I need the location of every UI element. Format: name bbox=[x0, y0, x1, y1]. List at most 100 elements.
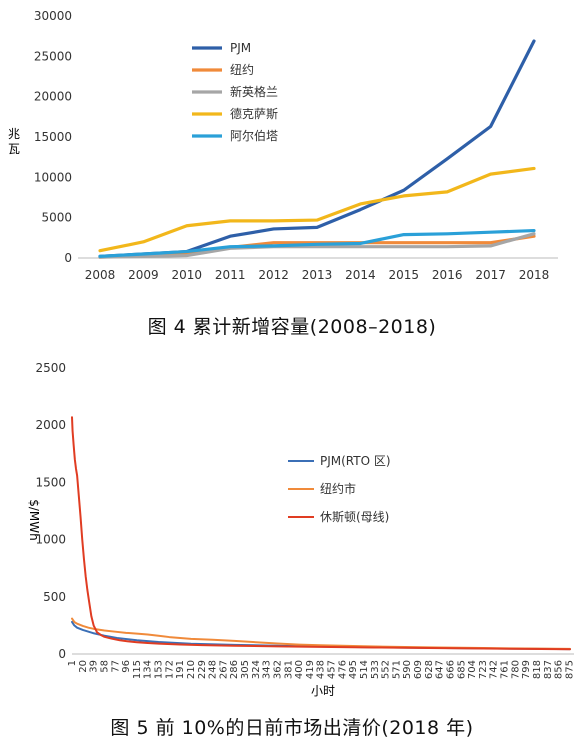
fig5-x-tick-0: 1 bbox=[67, 660, 78, 666]
fig4-y-tick-1: 5000 bbox=[41, 211, 72, 225]
fig5-x-tick-40: 761 bbox=[500, 660, 511, 679]
fig5-x-tick-29: 552 bbox=[381, 660, 392, 679]
fig5-series-line-2 bbox=[71, 416, 571, 651]
fig5-x-tick-46: 875 bbox=[564, 660, 575, 679]
fig5-x-tick-38: 723 bbox=[478, 660, 489, 679]
fig4-series-line-2 bbox=[98, 232, 536, 259]
fig4-series-line-3 bbox=[98, 166, 536, 253]
fig5-x-tick-4: 77 bbox=[110, 660, 121, 673]
fig4-series-line-0 bbox=[98, 39, 536, 258]
fig4-x-tick-6: 2014 bbox=[345, 268, 376, 282]
fig5-y-tick-5: 2500 bbox=[35, 361, 66, 375]
fig4-legend-label-1: 纽约 bbox=[230, 62, 254, 77]
fig4-x-tick-3: 2011 bbox=[215, 268, 246, 282]
fig4-y-tick-6: 30000 bbox=[34, 9, 72, 23]
fig5-x-tick-25: 476 bbox=[337, 660, 348, 679]
fig4-series-group bbox=[98, 39, 536, 259]
fig5-y-tick-0: 0 bbox=[58, 647, 66, 661]
fig5-x-tick-8: 153 bbox=[154, 660, 165, 679]
fig4-x-tick-2: 2010 bbox=[172, 268, 203, 282]
fig5-x-tick-37: 704 bbox=[467, 660, 478, 679]
fig5-y-tick-2: 1000 bbox=[35, 533, 66, 547]
fig5-x-tick-44: 837 bbox=[543, 660, 554, 679]
fig5-x-tick-18: 343 bbox=[262, 660, 273, 679]
fig5-x-tick-22: 419 bbox=[305, 660, 316, 679]
fig5-x-tick-13: 248 bbox=[208, 660, 219, 679]
fig5-y-tick-labels: 0 500 1000 1500 2000 2500 bbox=[35, 361, 66, 661]
fig5-x-tick-43: 818 bbox=[532, 660, 543, 679]
fig4-y-tick-2: 10000 bbox=[34, 170, 72, 184]
fig5-legend-label-2: 休斯顿(母线) bbox=[320, 510, 389, 524]
fig4-x-tick-10: 2018 bbox=[519, 268, 550, 282]
fig5-x-tick-28: 533 bbox=[370, 660, 381, 679]
fig5-x-tick-2: 39 bbox=[89, 660, 100, 673]
fig5-x-tick-17: 324 bbox=[251, 660, 262, 679]
fig5-x-tick-20: 381 bbox=[283, 660, 294, 679]
fig4-y-tick-labels: 0 5000 10000 15000 20000 25000 30000 bbox=[34, 9, 72, 265]
fig4-legend-label-2: 新英格兰 bbox=[230, 84, 278, 99]
fig5-x-tick-6: 115 bbox=[132, 660, 143, 679]
fig5-series-group bbox=[71, 416, 571, 651]
fig5-x-tick-26: 495 bbox=[348, 660, 359, 679]
fig4-y-tick-3: 15000 bbox=[34, 130, 72, 144]
fig5-y-tick-1: 500 bbox=[43, 590, 66, 604]
fig5-x-tick-31: 590 bbox=[402, 660, 413, 679]
fig5-x-tick-36: 685 bbox=[456, 660, 467, 679]
fig5-x-tick-9: 172 bbox=[164, 660, 175, 679]
fig5-x-tick-24: 457 bbox=[327, 660, 338, 679]
fig5-x-tick-21: 400 bbox=[294, 660, 305, 679]
fig5-x-tick-42: 799 bbox=[521, 660, 532, 679]
fig4-ylabel-line2: 瓦 bbox=[8, 142, 20, 156]
fig5-x-tick-10: 191 bbox=[175, 660, 186, 679]
fig5-x-tick-11: 210 bbox=[186, 660, 197, 679]
fig5-legend-label-0: PJM(RTO 区) bbox=[320, 454, 391, 468]
fig5-x-tick-7: 134 bbox=[143, 660, 154, 679]
fig5-x-tick-15: 286 bbox=[229, 660, 240, 679]
fig5-x-tick-35: 666 bbox=[445, 660, 456, 679]
fig5-x-tick-19: 362 bbox=[272, 660, 283, 679]
fig4-y-tick-0: 0 bbox=[64, 251, 72, 265]
fig5-x-tick-3: 58 bbox=[99, 660, 110, 673]
fig4-legend-label-0: PJM bbox=[230, 41, 251, 55]
fig5-x-tick-labels: 1 20 39 58 77 96 115 134 153 172 191 210 229 248 267 28… bbox=[67, 660, 575, 679]
fig5-series-line-1 bbox=[71, 617, 571, 650]
fig5-x-tick-27: 514 bbox=[359, 660, 370, 679]
fig5-x-tick-45: 856 bbox=[554, 660, 565, 679]
fig4-y-tick-4: 20000 bbox=[34, 90, 72, 104]
fig5-x-tick-16: 305 bbox=[240, 660, 251, 679]
fig4-x-tick-4: 2012 bbox=[258, 268, 289, 282]
fig4-x-tick-0: 2008 bbox=[85, 268, 116, 282]
fig5-x-tick-14: 267 bbox=[218, 660, 229, 679]
fig5-y-tick-4: 2000 bbox=[35, 418, 66, 432]
fig4-y-tick-5: 25000 bbox=[34, 49, 72, 63]
fig5-x-tick-1: 20 bbox=[78, 660, 89, 673]
fig4-legend-label-4: 阿尔伯塔 bbox=[230, 128, 278, 143]
fig4-x-tick-labels: 2008 2009 2010 2011 2012 2013 2014 2015 2016 2017… bbox=[85, 268, 550, 282]
fig5-ylabel: $/MWh bbox=[27, 499, 41, 541]
fig4-x-tick-9: 2017 bbox=[475, 268, 506, 282]
fig5-x-tick-39: 742 bbox=[489, 660, 500, 679]
fig4-x-tick-8: 2016 bbox=[432, 268, 463, 282]
fig5-legend-label-1: 纽约市 bbox=[320, 481, 356, 496]
figure-4-caption: 图 4 累计新增容量(2008–2018) bbox=[147, 316, 437, 338]
figure-5-caption: 图 5 前 10%的日前市场出清价(2018 年) bbox=[110, 717, 474, 739]
fig4-legend-label-3: 德克萨斯 bbox=[230, 106, 278, 121]
fig5-x-tick-41: 780 bbox=[510, 660, 521, 679]
fig5-x-tick-33: 628 bbox=[424, 660, 435, 679]
fig5-x-tick-32: 609 bbox=[413, 660, 424, 679]
fig4-x-tick-1: 2009 bbox=[128, 268, 159, 282]
fig5-xlabel: 小时 bbox=[311, 684, 335, 698]
fig5-x-tick-23: 438 bbox=[316, 660, 327, 679]
figure-5-chart: $/MWh 0 500 1000 1500 2000 2500 1 20 39 58 77 96 11… bbox=[27, 361, 575, 698]
fig5-x-tick-5: 96 bbox=[121, 660, 132, 673]
fig5-y-tick-3: 1500 bbox=[35, 475, 66, 489]
fig5-x-tick-34: 647 bbox=[435, 660, 446, 679]
fig5-x-tick-30: 571 bbox=[391, 660, 402, 679]
fig4-x-tick-7: 2015 bbox=[389, 268, 420, 282]
fig4-x-tick-5: 2013 bbox=[302, 268, 333, 282]
fig4-series-line-4 bbox=[98, 228, 536, 258]
fig4-ylabel-line1: 兆 bbox=[8, 127, 20, 141]
fig5-x-tick-12: 229 bbox=[197, 660, 208, 679]
